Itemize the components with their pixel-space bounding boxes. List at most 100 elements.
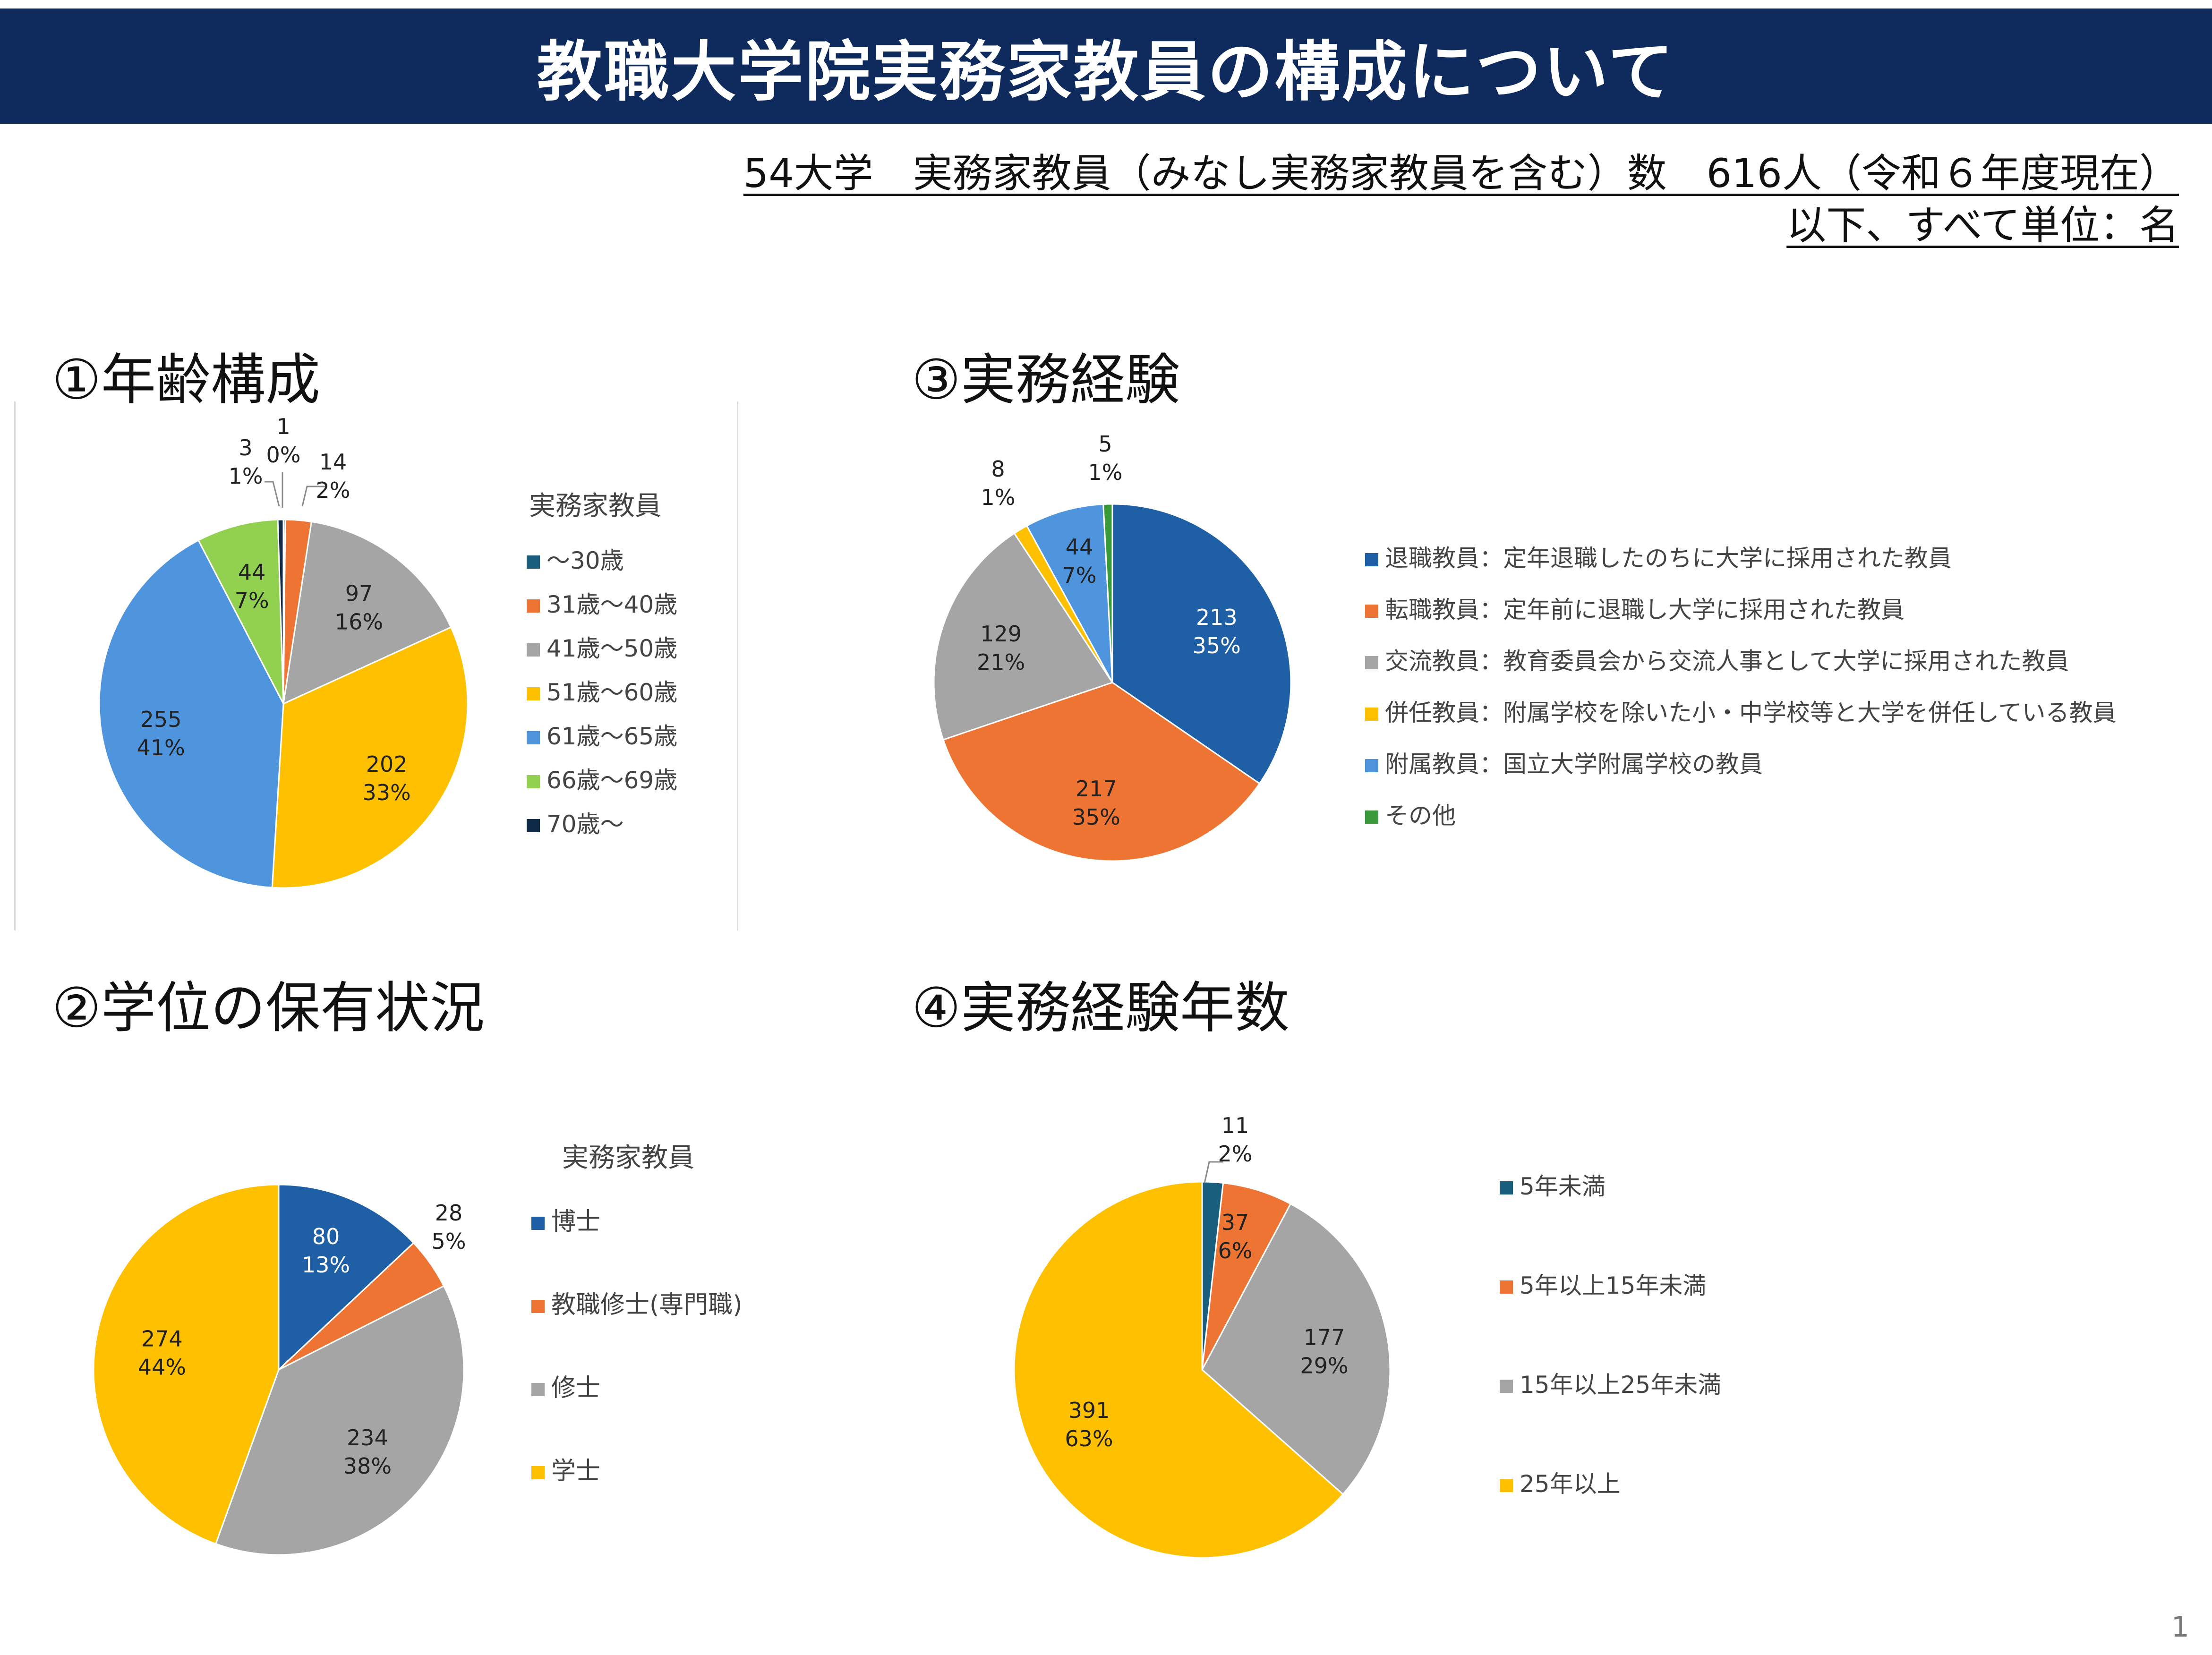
years-pie-chart: 11 2% 37 6% 177 29% 391 63% 5年未満 5年以上15年未満 15年以上25… (1013, 1113, 1721, 1559)
experience-slice-5 (1102, 503, 1113, 683)
experience-slices (933, 503, 1292, 862)
age-legend-item-3: 51歳～60歳 (547, 679, 677, 706)
age-percent-label-1: 2% (316, 478, 350, 503)
degree-legend-swatch-1 (531, 1300, 545, 1313)
experience-legend-swatch-1 (1365, 605, 1378, 618)
degree-percent-label-1: 5% (432, 1228, 466, 1254)
years-labels: 11 2% 37 6% 177 29% 391 63% (1065, 1113, 1348, 1451)
age-legend-title: 実務家教員 (529, 491, 661, 521)
years-value-label-2: 177 (1304, 1324, 1345, 1350)
years-percent-label-1: 6% (1218, 1238, 1253, 1263)
age-percent-label-4: 41% (137, 735, 185, 760)
degree-percent-label-2: 38% (343, 1453, 392, 1479)
degree-legend-title: 実務家教員 (562, 1143, 694, 1173)
age-percent-label-3: 33% (362, 780, 410, 805)
age-percent-label-6: 1% (229, 463, 263, 489)
experience-percent-label-2: 21% (977, 649, 1025, 675)
experience-legend-swatch-0 (1365, 553, 1378, 566)
degree-legend-item-2: 修士 (551, 1374, 600, 1402)
experience-legend-swatch-4 (1365, 759, 1378, 772)
degree-value-label-1: 28 (435, 1200, 463, 1226)
degree-slice-0 (278, 1184, 415, 1372)
degree-legend-item-0: 博士 (551, 1208, 600, 1236)
experience-legend-item-3: 併任教員：附属学校を除いた小・中学校等と大学を併任している教員 (1385, 699, 2117, 726)
chart-frame-right (737, 401, 738, 930)
age-slices (98, 519, 469, 889)
age-leader-6 (265, 481, 280, 507)
age-legend-swatch-6 (527, 819, 540, 832)
years-value-label-1: 37 (1221, 1210, 1249, 1235)
title-banner: 教職大学院実務家教員の構成について (0, 9, 2212, 124)
age-legend-item-0: ～30歳 (547, 547, 624, 574)
degree-slices (93, 1184, 465, 1556)
experience-value-label-2: 129 (980, 621, 1022, 647)
age-slice-3 (271, 626, 469, 889)
experience-percent-label-5: 1% (1088, 460, 1123, 485)
years-leader-0 (1204, 1161, 1223, 1184)
experience-legend: 退職教員：定年退職したのちに大学に採用された教員転職教員：定年前に退職し大学に採… (1365, 545, 2117, 829)
experience-value-label-0: 213 (1196, 605, 1238, 630)
age-slice-2 (282, 520, 452, 705)
years-legend-item-3: 25年以上 (1520, 1470, 1621, 1498)
age-legend-item-1: 31歳～40歳 (547, 591, 677, 618)
age-legend-swatch-5 (527, 775, 540, 788)
age-percent-label-2: 16% (335, 609, 383, 635)
experience-value-label-4: 44 (1066, 534, 1093, 560)
degree-slice-3 (93, 1184, 280, 1545)
years-legend-swatch-2 (1500, 1380, 1513, 1393)
degree-value-label-3: 274 (141, 1326, 183, 1352)
experience-pie-chart: 21335%21735%12921%81%447%51%退職教員：定年退職したの… (933, 431, 2117, 862)
age-legend-item-4: 61歳～65歳 (547, 723, 677, 750)
chart-frame-left (14, 401, 16, 930)
experience-legend-item-2: 交流教員：教育委員会から交流人事として大学に採用された教員 (1385, 648, 2069, 675)
degree-legend-swatch-3 (531, 1466, 545, 1479)
years-legend-item-2: 15年以上25年未満 (1520, 1371, 1721, 1399)
page-title: 教職大学院実務家教員の構成について (537, 34, 1675, 110)
years-slices (1013, 1181, 1391, 1559)
age-legend-swatch-0 (527, 555, 540, 569)
experience-percent-label-3: 1% (981, 485, 1016, 510)
age-value-label-0: 1 (276, 414, 290, 439)
years-legend-swatch-3 (1500, 1479, 1513, 1492)
years-legend-swatch-0 (1500, 1181, 1513, 1194)
degree-legend-item-3: 学士 (551, 1457, 600, 1485)
years-legend-swatch-1 (1500, 1280, 1513, 1294)
years-legend-item-1: 5年以上15年未満 (1520, 1272, 1706, 1299)
section-title-experience: ③実務経験 (912, 348, 1180, 412)
experience-value-label-1: 217 (1076, 776, 1117, 802)
years-slice-3 (1013, 1181, 1344, 1559)
experience-slice-4 (1025, 503, 1113, 683)
years-slice-1 (1201, 1182, 1292, 1370)
years-legend: 5年未満 5年以上15年未満 15年以上25年未満 25年以上 (1500, 1173, 1721, 1498)
section-title-degree: ②学位の保有状況 (52, 976, 485, 1040)
age-slice-4 (98, 539, 284, 888)
experience-percent-label-4: 7% (1062, 563, 1097, 588)
age-legend-swatch-4 (527, 731, 540, 744)
experience-value-label-5: 5 (1098, 431, 1112, 457)
years-value-label-3: 391 (1068, 1398, 1110, 1423)
age-legend-item-5: 66歳～69歳 (547, 767, 677, 794)
experience-percent-label-0: 35% (1193, 633, 1241, 658)
age-value-label-5: 44 (238, 559, 266, 585)
age-leader-1 (301, 486, 326, 507)
years-percent-label-3: 63% (1065, 1426, 1113, 1451)
years-value-label-0: 11 (1221, 1113, 1249, 1138)
years-legend-item-0: 5年未満 (1520, 1173, 1606, 1200)
experience-slice-0 (1111, 503, 1292, 785)
degree-labels: 80 13% 285% 234 38% 274 44% (138, 1200, 466, 1479)
experience-legend-swatch-5 (1365, 810, 1378, 824)
age-value-label-6: 3 (239, 435, 252, 461)
experience-legend-item-1: 転職教員：定年前に退職し大学に採用された教員 (1385, 596, 1905, 623)
age-pie-chart: 1 0% 14 2% 97 16% 202 33% 255 41% 44 7% 31% 実務家教員 ～30歳… (98, 414, 677, 889)
degree-percent-label-3: 44% (138, 1355, 186, 1380)
years-percent-label-0: 2% (1218, 1141, 1253, 1167)
subtitle-unit: 以下、すべて単位：名 (1786, 202, 2179, 248)
experience-value-label-3: 8 (991, 456, 1005, 482)
experience-slice-2 (933, 532, 1114, 741)
age-legend: 実務家教員 ～30歳 31歳～40歳 41歳～50歳 51歳～60歳 61歳～65歳 66歳… (527, 491, 677, 838)
section-title-years: ④実務経験年数 (912, 976, 1290, 1040)
years-percent-label-2: 29% (1300, 1353, 1348, 1378)
age-value-label-1: 14 (319, 449, 347, 475)
